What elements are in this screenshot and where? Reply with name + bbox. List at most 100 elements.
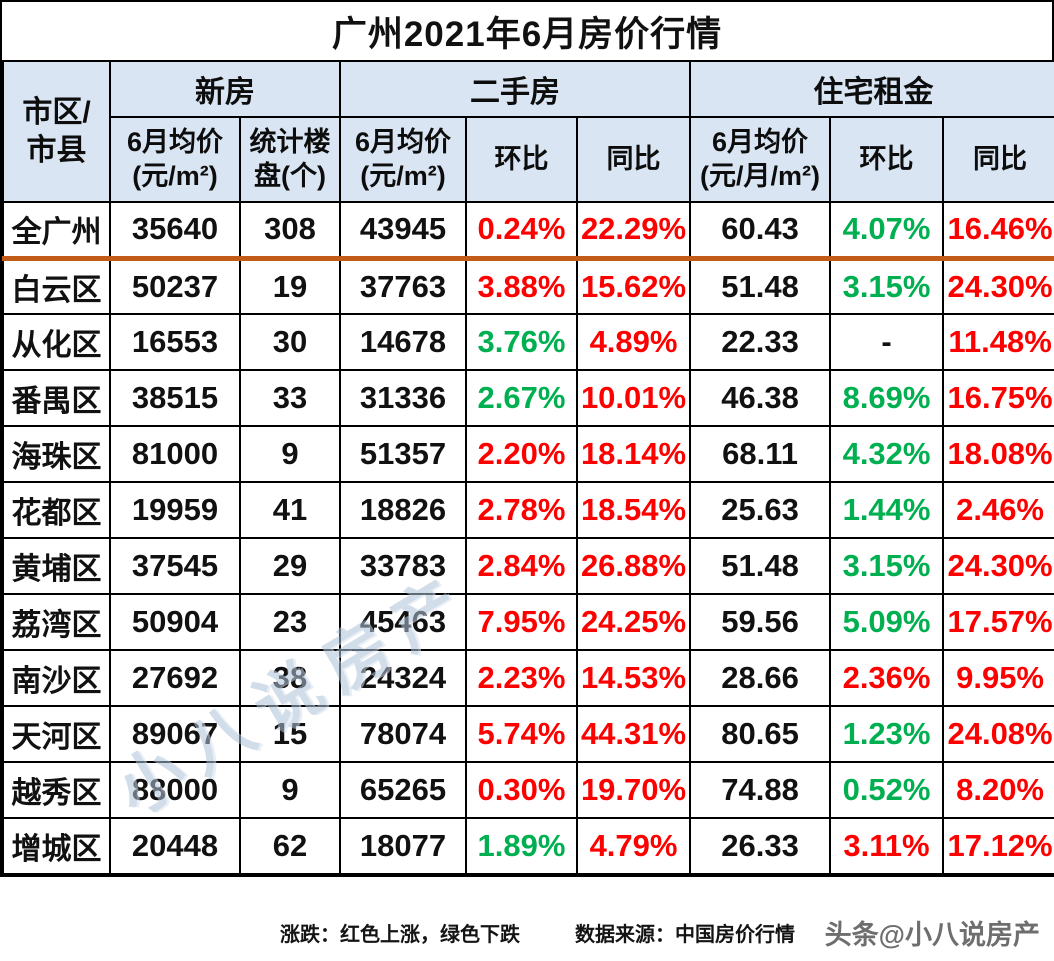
second-yoy-cell: 24.25% bbox=[575, 593, 692, 651]
new-count-cell: 30 bbox=[239, 313, 341, 371]
table-row: 从化区 16553 30 14678 3.76% 4.89% 22.33-11.48% bbox=[2, 313, 1054, 371]
header-group-row: 市区/市县 新房 二手房 住宅租金 bbox=[2, 60, 1054, 203]
table-row: 荔湾区 50904 23 45463 7.95% 24.25% 59.56 5.09% 17.5… bbox=[2, 593, 1054, 651]
rent-mom-cell: 4.07% bbox=[829, 201, 945, 261]
second-price-cell: 24324 bbox=[339, 649, 467, 707]
rent-price-cell: 59.56 bbox=[689, 593, 832, 651]
second-price-cell: 18077 bbox=[339, 817, 467, 875]
second-yoy-cell: 14.53% bbox=[575, 649, 692, 707]
price-board: 广州2021年6月房价行情 市区/市县 新房 二手房 住宅租金 6月均价 (元/… bbox=[0, 0, 1054, 877]
second-yoy-cell: 4.79% bbox=[575, 817, 692, 875]
rent-price-cell: 46.38 bbox=[689, 369, 832, 427]
data-source-note: 数据来源：中国房价行情 bbox=[575, 924, 795, 946]
second-price-cell: 31336 bbox=[339, 369, 467, 427]
rent-yoy-cell: 24.30% bbox=[942, 537, 1054, 595]
table-row: 增城区 20448 62 18077 1.89% 4.79% 26.33 3.11% 17.12… bbox=[2, 817, 1054, 875]
new-price-cell: 50904 bbox=[109, 593, 241, 651]
rent-price-cell: 80.65 bbox=[689, 705, 832, 763]
rent-yoy-cell: 8.20% bbox=[942, 761, 1054, 819]
second-price-cell: 33783 bbox=[339, 537, 467, 595]
table-row: 海珠区 81000 9 51357 2.20% 18.14% 68.11 4.32% 18.08… bbox=[2, 425, 1054, 483]
second-yoy-cell: 18.14% bbox=[575, 425, 692, 483]
column-header-new-count: 统计楼 盘(个) bbox=[239, 116, 341, 203]
new-count-cell: 41 bbox=[239, 481, 341, 539]
second-price-cell: 51357 bbox=[339, 425, 467, 483]
footer: 涨跌：红色上涨，绿色下跌 数据来源：中国房价行情 头条@小八说房产 bbox=[0, 904, 1054, 961]
district-cell: 南沙区 bbox=[2, 649, 111, 707]
rent-price-cell: 25.63 bbox=[689, 481, 832, 539]
new-price-cell: 81000 bbox=[109, 425, 241, 483]
column-header-second-mom: 环比 bbox=[465, 116, 578, 203]
new-count-cell: 19 bbox=[239, 257, 341, 315]
second-price-cell: 65265 bbox=[339, 761, 467, 819]
second-mom-cell: 2.84% bbox=[465, 537, 578, 595]
district-cell: 白云区 bbox=[2, 257, 111, 315]
second-yoy-cell: 10.01% bbox=[575, 369, 692, 427]
corner-header: 市区/市县 bbox=[2, 60, 111, 203]
new-price-cell: 20448 bbox=[109, 817, 241, 875]
rent-yoy-cell: 24.30% bbox=[942, 257, 1054, 315]
new-price-cell: 19959 bbox=[109, 481, 241, 539]
second-yoy-cell: 22.29% bbox=[575, 201, 692, 261]
table-row: 天河区 89067 15 78074 5.74% 44.31% 80.65 1.23% 24.0… bbox=[2, 705, 1054, 763]
rent-mom-cell: 4.32% bbox=[829, 425, 945, 483]
legend-note: 涨跌：红色上涨，绿色下跌 bbox=[280, 924, 520, 946]
rent-yoy-cell: 16.46% bbox=[942, 201, 1054, 261]
column-header-second-yoy: 同比 bbox=[575, 116, 692, 203]
new-count-cell: 29 bbox=[239, 537, 341, 595]
rent-mom-cell: 1.23% bbox=[829, 705, 945, 763]
rent-yoy-cell: 24.08% bbox=[942, 705, 1054, 763]
rent-mom-cell: 3.15% bbox=[829, 257, 945, 315]
rent-price-cell: 60.43 bbox=[689, 201, 832, 261]
column-header-new-price: 6月均价 (元/m²) bbox=[109, 116, 241, 203]
rent-mom-cell: 2.36% bbox=[829, 649, 945, 707]
second-yoy-cell: 44.31% bbox=[575, 705, 692, 763]
second-mom-cell: 5.74% bbox=[465, 705, 578, 763]
rent-yoy-cell: 18.08% bbox=[942, 425, 1054, 483]
district-cell: 天河区 bbox=[2, 705, 111, 763]
second-mom-cell: 3.88% bbox=[465, 257, 578, 315]
second-price-cell: 37763 bbox=[339, 257, 467, 315]
rent-price-cell: 51.48 bbox=[689, 257, 832, 315]
new-count-cell: 9 bbox=[239, 761, 341, 819]
new-count-cell: 9 bbox=[239, 425, 341, 483]
rent-yoy-cell: 16.75% bbox=[942, 369, 1054, 427]
second-yoy-cell: 19.70% bbox=[575, 761, 692, 819]
table-row: 花都区 19959 41 18826 2.78% 18.54% 25.63 1.44% 2.46… bbox=[2, 481, 1054, 539]
column-header-rent-yoy: 同比 bbox=[942, 116, 1054, 203]
table-body: 全广州 35640 308 43945 0.24% 22.29% 60.43 4.07% 16.… bbox=[2, 201, 1054, 875]
rent-mom-cell: 0.52% bbox=[829, 761, 945, 819]
second-mom-cell: 2.78% bbox=[465, 481, 578, 539]
second-mom-cell: 2.23% bbox=[465, 649, 578, 707]
rent-price-cell: 74.88 bbox=[689, 761, 832, 819]
group-header-second-hand: 二手房 bbox=[338, 60, 692, 118]
new-price-cell: 16553 bbox=[109, 313, 241, 371]
district-cell: 越秀区 bbox=[2, 761, 111, 819]
rent-mom-cell: 3.11% bbox=[829, 817, 945, 875]
new-count-cell: 38 bbox=[239, 649, 341, 707]
district-cell: 黄埔区 bbox=[2, 537, 111, 595]
rent-mom-cell: 3.15% bbox=[829, 537, 945, 595]
second-price-cell: 14678 bbox=[339, 313, 467, 371]
column-header-second-price: 6月均价 (元/m²) bbox=[339, 116, 467, 203]
district-cell: 全广州 bbox=[2, 201, 111, 261]
district-cell: 从化区 bbox=[2, 313, 111, 371]
table-row: 南沙区 27692 38 24324 2.23% 14.53% 28.66 2.36% 9.95… bbox=[2, 649, 1054, 707]
second-mom-cell: 7.95% bbox=[465, 593, 578, 651]
new-price-cell: 35640 bbox=[109, 201, 241, 261]
second-yoy-cell: 26.88% bbox=[575, 537, 692, 595]
header-sub-row: 6月均价 (元/m²) 统计楼 盘(个) 6月均价 (元/m²) 环比 同比 6… bbox=[3, 116, 1054, 203]
new-count-cell: 33 bbox=[239, 369, 341, 427]
second-mom-cell: 2.67% bbox=[465, 369, 578, 427]
rent-mom-cell: 1.44% bbox=[829, 481, 945, 539]
page-title: 广州2021年6月房价行情 bbox=[2, 2, 1052, 60]
district-cell: 增城区 bbox=[2, 817, 111, 875]
second-mom-cell: 0.30% bbox=[465, 761, 578, 819]
new-count-cell: 308 bbox=[239, 201, 341, 261]
new-price-cell: 88000 bbox=[109, 761, 241, 819]
table-row: 全广州 35640 308 43945 0.24% 22.29% 60.43 4.07% 16.… bbox=[2, 201, 1054, 261]
column-header-rent-price: 6月均价 (元/月/m²) bbox=[689, 116, 832, 203]
new-count-cell: 23 bbox=[239, 593, 341, 651]
district-cell: 番禺区 bbox=[2, 369, 111, 427]
second-price-cell: 43945 bbox=[339, 201, 467, 261]
